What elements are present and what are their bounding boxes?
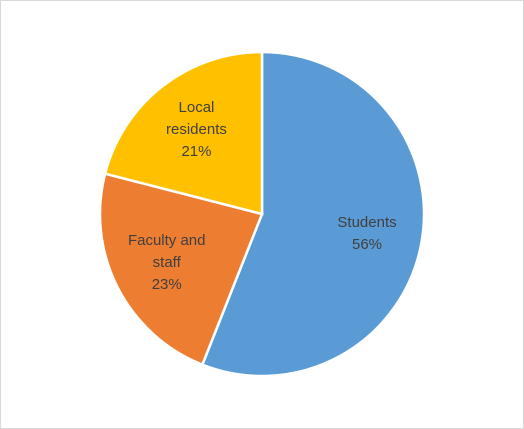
- data-label: Students 56%: [317, 212, 417, 256]
- data-label: Local residents 21%: [157, 97, 235, 163]
- pie-slice: [200, 50, 426, 378]
- category-label: Faculty and staff: [127, 231, 206, 271]
- pie-slice: [103, 50, 264, 216]
- value-label: 56%: [352, 236, 383, 254]
- category-label: Local residents: [166, 98, 227, 138]
- value-label: 21%: [181, 142, 212, 160]
- pie-slice: [98, 172, 264, 367]
- category-label: Students: [337, 214, 397, 232]
- data-label: Faculty and staff 23%: [119, 230, 214, 296]
- value-label: 23%: [151, 275, 182, 293]
